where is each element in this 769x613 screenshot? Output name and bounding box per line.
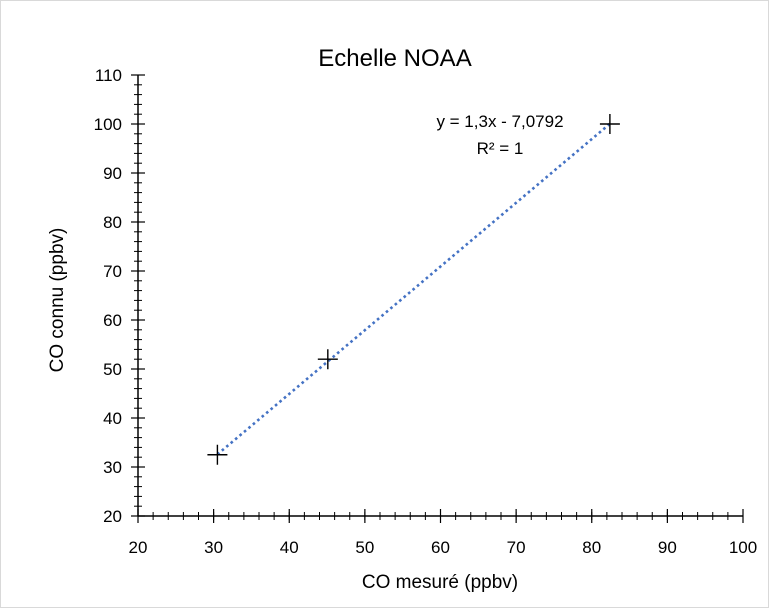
data-point: [317, 349, 338, 370]
y-tick-label: 80: [103, 213, 122, 232]
x-tick-label: 70: [507, 538, 526, 557]
x-tick-label: 90: [658, 538, 677, 557]
y-tick-label: 110: [95, 66, 122, 85]
x-tick-label: 50: [355, 538, 374, 557]
x-tick-label: 40: [280, 538, 299, 557]
y-tick-label: 100: [94, 115, 122, 134]
x-tick-label: 30: [204, 538, 223, 557]
y-tick-label: 70: [103, 262, 122, 281]
y-axis-label: CO connu (ppbv): [47, 228, 68, 373]
x-axis-label: CO mesuré (ppbv): [362, 572, 518, 593]
trendline: [216, 122, 611, 456]
data-point: [207, 444, 228, 465]
x-tick-label: 20: [129, 538, 148, 557]
x-tick-label: 100: [729, 538, 757, 557]
y-tick-label: 30: [103, 458, 122, 477]
y-tick-label: 90: [103, 164, 122, 183]
chart-title: Echelle NOAA: [318, 45, 471, 72]
y-tick-label: 40: [103, 409, 122, 428]
x-tick-label: 60: [431, 538, 450, 557]
data-point: [599, 114, 620, 134]
y-tick-label: 50: [103, 360, 122, 379]
y-tick-label: 60: [103, 311, 122, 330]
x-tick-label: 80: [582, 538, 601, 557]
trendline-r-squared: R² = 1: [477, 139, 524, 158]
trendline-equation: y = 1,3x - 7,0792: [436, 112, 563, 131]
y-tick-label: 20: [103, 507, 122, 526]
plot-layer: 20 30 40 50 60 70 80 90 100 20 30 40 50 60 70 80 90 100 11…: [94, 66, 758, 557]
